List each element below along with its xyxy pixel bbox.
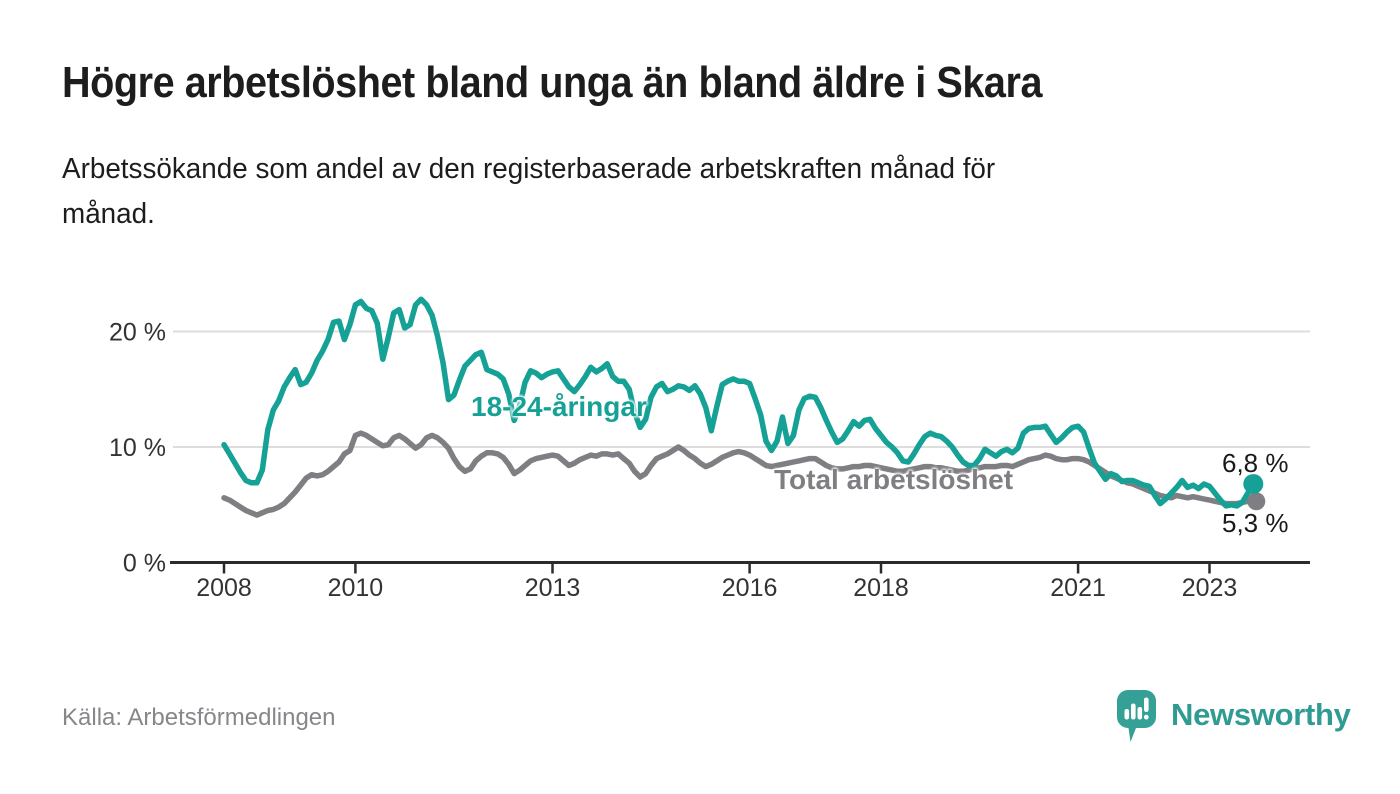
newsworthy-branding: Newsworthy [1117,690,1351,744]
x-tick-label-2016: 2016 [722,574,778,602]
chart-subtitle: Arbetssökande som andel av den registerb… [62,147,995,237]
newsworthy-logo-text: Newsworthy [1171,697,1351,732]
end-value-label-total: 5,3 % [1222,508,1289,538]
y-tick-label-0-percent: 0 % [123,550,166,578]
total-arbetsloshet-endpoint-dot [1247,492,1266,511]
bar-chart-speech-bubble-icon [1117,690,1156,742]
y-tick-label-10-percent: 10 % [109,434,166,462]
x-tick-label-2023: 2023 [1182,574,1238,602]
x-tick-label-2008: 2008 [196,574,252,602]
x-tick-label-2010: 2010 [328,574,384,602]
series-label-total: Total arbetslöshet [774,464,1014,495]
subtitle-line-2: månad. [62,198,155,230]
end-value-label-18-24: 6,8 % [1222,448,1289,478]
x-tick-label-2021: 2021 [1050,574,1106,602]
x-tick-label-2013: 2013 [525,574,581,602]
x-tick-label-2018: 2018 [853,574,909,602]
18-24-aringar-endpoint-dot [1243,473,1264,494]
y-tick-label-20-percent: 20 % [109,319,166,347]
18-24-aringar-line [221,296,1257,509]
source-attribution: Källa: Arbetsförmedlingen [62,704,336,731]
subtitle-line-1: Arbetssökande som andel av den registerb… [62,153,996,185]
series-label-18-24: 18-24-åringar [471,391,647,422]
total-arbetsloshet-line [221,430,1257,518]
page-title: Högre arbetslöshet bland unga än bland ä… [62,58,1043,107]
